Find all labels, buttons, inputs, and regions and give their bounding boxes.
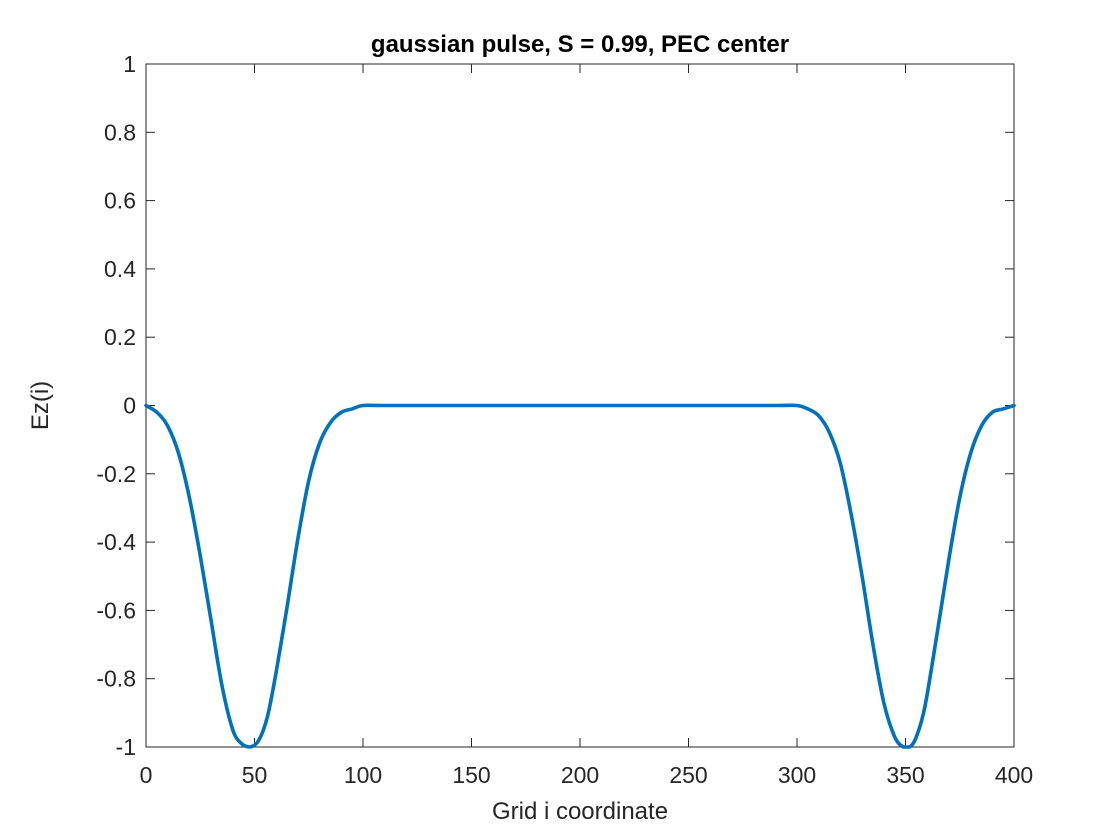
y-tick-label: 0.6 <box>104 188 136 214</box>
x-tick-label: 0 <box>140 762 153 788</box>
x-tick-label: 250 <box>669 762 707 788</box>
y-axis-label: Ez(i) <box>27 381 54 430</box>
series-layer <box>144 403 1016 749</box>
y-tick-label: 0.8 <box>104 119 136 145</box>
y-tick-label: 0 <box>123 393 136 419</box>
y-tick-label: 0.4 <box>104 256 136 282</box>
y-axis-ticks: 1 0.8 0.6 0.4 0.2 0 -0.2 -0.4 -0.6 -0.8 -1 <box>96 51 1014 760</box>
x-tick-label: 400 <box>995 762 1033 788</box>
x-tick-label: 150 <box>452 762 490 788</box>
x-tick-label: 200 <box>561 762 599 788</box>
chart-title: gaussian pulse, S = 0.99, PEC center <box>371 31 789 58</box>
y-tick-label: -1 <box>116 734 136 760</box>
x-axis-ticks: 0 50 100 150 200 250 300 350 400 <box>140 64 1033 788</box>
series-line <box>144 403 1016 749</box>
x-tick-label: 350 <box>886 762 924 788</box>
x-axis-label: Grid i coordinate <box>492 798 668 825</box>
y-tick-label: -0.4 <box>96 529 136 555</box>
x-tick-label: 300 <box>778 762 816 788</box>
y-tick-label: 0.2 <box>104 324 136 350</box>
x-tick-label: 100 <box>344 762 382 788</box>
y-tick-label: -0.6 <box>96 597 136 623</box>
y-tick-label: -0.8 <box>96 666 136 692</box>
y-tick-label: 1 <box>123 51 136 77</box>
y-tick-label: -0.2 <box>96 461 136 487</box>
x-tick-label: 50 <box>242 762 268 788</box>
